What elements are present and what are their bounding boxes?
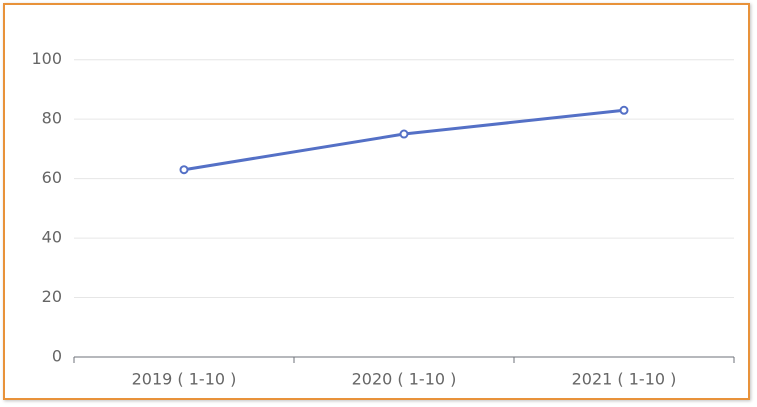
y-tick-label: 40 <box>42 228 62 247</box>
x-tick-label: 2021 ( 1-10 ) <box>572 370 677 389</box>
y-tick-label: 0 <box>52 347 62 366</box>
x-tick-label: 2019 ( 1-10 ) <box>132 370 237 389</box>
chart-frame <box>3 3 750 400</box>
point <box>619 105 629 115</box>
point <box>179 165 189 175</box>
point <box>399 129 409 139</box>
y-tick-label: 60 <box>42 168 62 187</box>
y-tick-label: 100 <box>31 49 62 68</box>
y-tick-label: 20 <box>42 287 62 306</box>
x-tick-label: 2020 ( 1-10 ) <box>352 370 457 389</box>
y-tick-label: 80 <box>42 109 62 128</box>
